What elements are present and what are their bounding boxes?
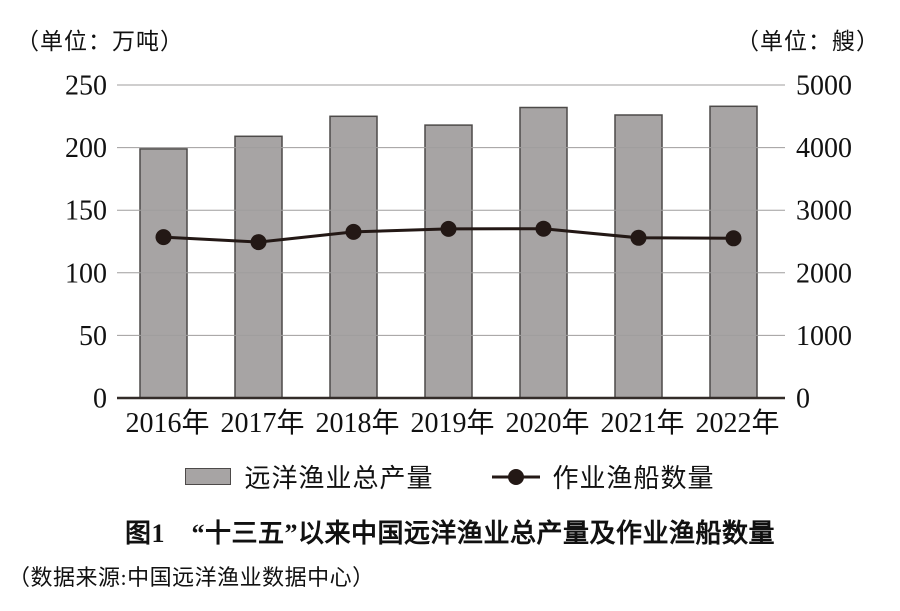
left-tick-label-0: 0 — [93, 384, 107, 415]
data-source-note: （数据来源:中国远洋渔业数据中心） — [8, 565, 375, 590]
combo-chart-canvas: 0 50 100 150 200 250 0 1000 2000 3000 4000 5000 2016… — [65, 71, 852, 440]
x-label-2018年: 2018年 — [315, 407, 399, 439]
x-label-2016年: 2016年 — [125, 407, 209, 439]
x-label-2020年: 2020年 — [505, 407, 589, 439]
legend-label-production: 远洋渔业总产量 — [244, 464, 434, 493]
left-tick-label-250: 250 — [65, 71, 107, 102]
left-axis-unit-label: （单位：万吨） — [16, 29, 184, 54]
bar-2021年 — [614, 114, 663, 399]
bar-2019年 — [424, 124, 473, 399]
line-dot-2018年 — [345, 223, 362, 240]
bar-2020年 — [519, 106, 568, 399]
right-tick-label-3000: 3000 — [796, 196, 852, 227]
right-tick-label-5000: 5000 — [796, 71, 852, 102]
line-marker-icon — [491, 468, 540, 485]
legend: 远洋渔业总产量 作业渔船数量 — [0, 458, 900, 495]
legend-item-production: 远洋渔业总产量 — [185, 458, 433, 495]
bar-2022年 — [709, 105, 758, 399]
right-axis-unit-label: （单位：艘） — [736, 29, 880, 54]
bar-2017年 — [234, 135, 283, 399]
line-dot-2019年 — [440, 220, 457, 237]
x-label-2017年: 2017年 — [220, 407, 304, 439]
x-label-2021年: 2021年 — [600, 407, 684, 439]
line-dot-2022年 — [725, 230, 742, 247]
legend-label-vessels: 作业渔船数量 — [552, 464, 715, 493]
bar-2018年 — [329, 115, 378, 399]
line-dot-2016年 — [155, 229, 172, 246]
figure-title: 图1 “十三五”以来中国远洋渔业总产量及作业渔船数量 — [124, 519, 775, 548]
left-tick-label-200: 200 — [65, 133, 107, 164]
right-tick-label-2000: 2000 — [796, 258, 852, 289]
bar-swatch-icon — [185, 468, 232, 485]
line-dot-2017年 — [250, 234, 267, 251]
left-tick-label-150: 150 — [65, 196, 107, 227]
right-tick-label-0: 0 — [796, 384, 810, 415]
line-dot-2020年 — [535, 220, 552, 237]
left-tick-label-50: 50 — [79, 321, 107, 352]
bar-2016年 — [139, 148, 188, 399]
right-tick-label-1000: 1000 — [796, 321, 852, 352]
x-label-2022年: 2022年 — [695, 407, 779, 439]
x-label-2019年: 2019年 — [410, 407, 494, 439]
right-tick-label-4000: 4000 — [796, 133, 852, 164]
left-tick-label-100: 100 — [65, 258, 107, 289]
line-dot-2021年 — [630, 229, 647, 246]
legend-item-vessels: 作业渔船数量 — [491, 458, 715, 495]
